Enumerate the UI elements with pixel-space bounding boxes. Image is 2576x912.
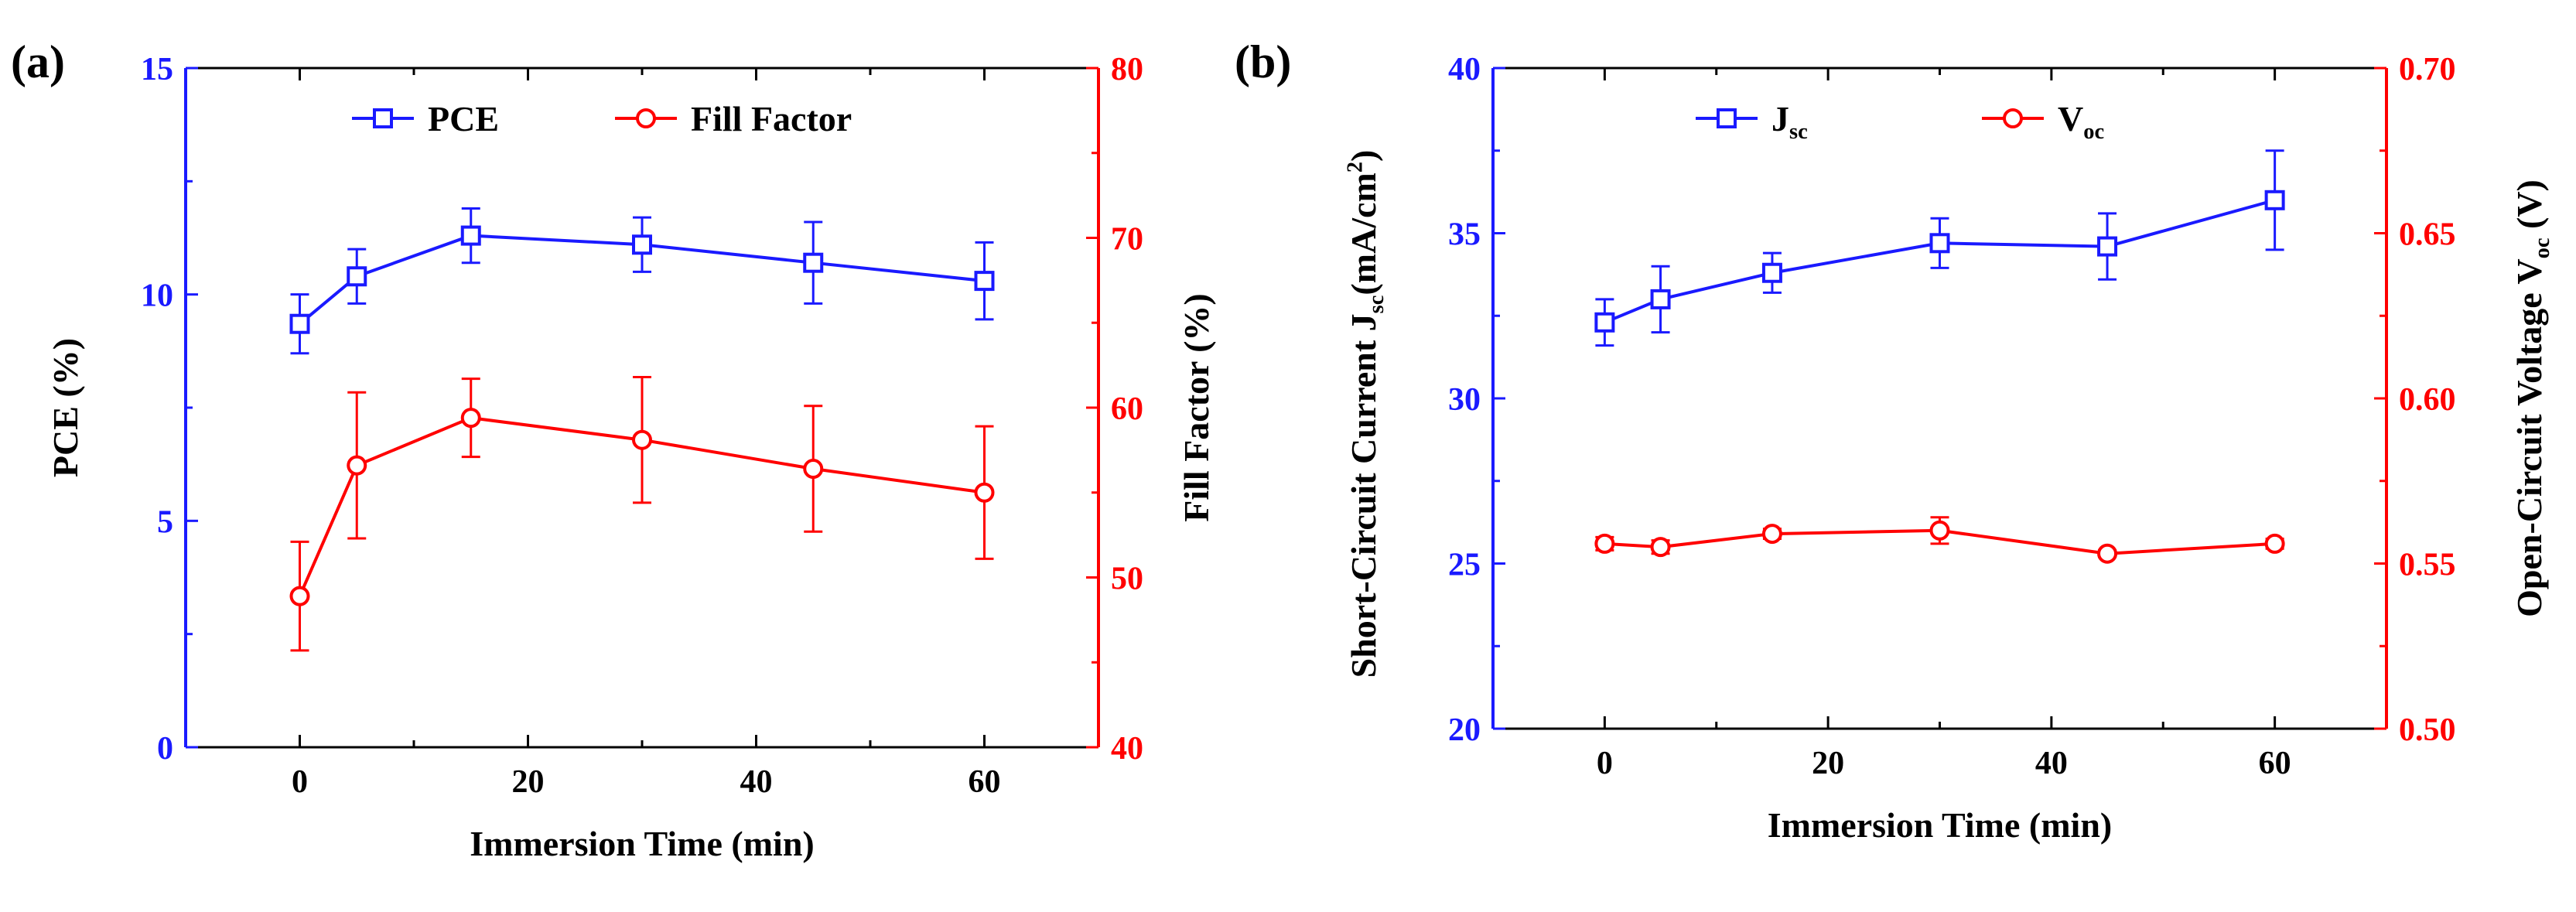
series-0: [1594, 149, 2285, 347]
left-y-tick-label: 10: [141, 278, 173, 314]
legend-label-part-0: J: [1771, 99, 1789, 138]
left-y-axis-title-part-0: Short-Circuit Current J: [1344, 313, 1383, 678]
series-line: [298, 416, 985, 597]
right-y-axis-title: Open-Circuit Voltage Voc (V): [2509, 179, 2554, 617]
left-y-tick-label: 0: [157, 731, 173, 767]
x-tick-label: 20: [512, 764, 545, 800]
right-y-tick-label: 0.65: [2399, 217, 2456, 253]
x-axis-title: Immersion Time (min): [1768, 805, 2113, 845]
legend-label: Voc: [2058, 99, 2104, 144]
series-0: [289, 207, 995, 355]
data-point: [1594, 312, 1615, 333]
x-axis-title: Immersion Time (min): [470, 824, 815, 863]
panel-b: (b) 0 20 40 60 20 25 30 35 40 0.50 0.55 0.60 0.65 0.70…: [1235, 36, 2554, 845]
data-point: [2264, 190, 2285, 210]
right-y-axis-title: Fill Factor (%): [1177, 293, 1216, 522]
data-point: [632, 234, 652, 255]
data-point: [289, 313, 310, 334]
left-y-axis-title: Short-Circuit Current Jsc(mA/cm2): [1344, 150, 1389, 678]
data-point: [460, 225, 481, 246]
data-point: [1650, 537, 1671, 558]
panel-label: (a): [11, 36, 65, 87]
x-tick-label: 60: [969, 764, 1001, 800]
left-y-tick-label: 35: [1448, 217, 1481, 253]
legend-marker: [636, 108, 656, 128]
data-point: [460, 408, 481, 429]
data-point: [1929, 520, 1950, 541]
data-point: [2264, 533, 2285, 554]
right-y-tick-label: 40: [1111, 731, 1143, 767]
data-point: [974, 482, 995, 503]
left-y-axis-title-part-3: 2: [1344, 162, 1368, 172]
data-point: [632, 429, 652, 450]
legend-label: Jsc: [1771, 99, 1808, 144]
data-point: [803, 252, 824, 273]
series-1: [1594, 516, 2285, 564]
legend-label-part-0: V: [2058, 99, 2083, 138]
left-y-tick-label: 25: [1448, 548, 1481, 583]
panel-label: (b): [1235, 36, 1291, 87]
right-y-tick-label: 0.70: [2399, 52, 2456, 87]
data-point: [289, 586, 310, 606]
left-y-tick-label: 40: [1448, 52, 1481, 87]
legend: Jsc Voc: [1696, 99, 2104, 144]
legend-label-part-1: sc: [1789, 120, 1808, 144]
data-point: [347, 266, 367, 287]
data-point: [1929, 233, 1950, 254]
right-y-tick-label: 0.60: [2399, 382, 2456, 418]
data-point: [1761, 524, 1782, 545]
x-tick-label: 0: [292, 764, 308, 800]
right-y-tick-label: 0.55: [2399, 548, 2456, 583]
legend-label-part-1: oc: [2083, 120, 2104, 144]
legend-marker: [373, 108, 393, 128]
right-y-tick-label: 70: [1111, 222, 1143, 258]
data-point: [1650, 289, 1671, 309]
legend-label: PCE: [428, 99, 499, 138]
legend-label: Fill Factor: [691, 99, 852, 138]
left-y-tick-label: 20: [1448, 712, 1481, 748]
x-tick-label: 40: [2035, 746, 2068, 781]
data-point: [347, 455, 367, 476]
left-y-axis-title-part-2: (mA/cm: [1344, 172, 1383, 295]
data-point: [2097, 236, 2118, 257]
left-y-tick-label: 5: [157, 504, 173, 540]
right-y-axis-title-part-1: oc: [2530, 238, 2554, 259]
panel-a: (a) 0 20 40 60 0 5 10 15 40 50 60 70 80 Immersion Time…: [11, 36, 1216, 863]
right-y-axis-title-part-0: Open-Circuit Voltage V: [2509, 258, 2549, 617]
left-y-tick-label: 15: [141, 52, 173, 87]
left-y-axis-title: PCE (%): [46, 338, 85, 477]
x-tick-label: 40: [740, 764, 773, 800]
left-y-tick-label: 30: [1448, 382, 1481, 418]
left-y-axis-title-part-4: ): [1344, 150, 1383, 162]
data-point: [1594, 533, 1615, 554]
x-tick-label: 60: [2259, 746, 2291, 781]
right-y-tick-label: 60: [1111, 391, 1143, 427]
legend-marker: [1717, 108, 1737, 128]
left-y-axis-title-part-1: sc: [1365, 295, 1389, 314]
x-tick-label: 20: [1812, 746, 1844, 781]
legend-marker: [2003, 108, 2023, 128]
right-y-axis-title-part-2: (V): [2509, 179, 2549, 237]
series-1: [289, 375, 995, 652]
right-y-tick-label: 50: [1111, 562, 1143, 597]
right-y-tick-label: 80: [1111, 52, 1143, 87]
right-y-tick-label: 0.50: [2399, 712, 2456, 748]
x-tick-label: 0: [1597, 746, 1613, 781]
legend: PCE Fill Factor: [352, 99, 852, 138]
data-point: [974, 271, 995, 292]
data-point: [2097, 543, 2118, 564]
data-point: [1761, 262, 1782, 283]
data-point: [803, 459, 824, 480]
